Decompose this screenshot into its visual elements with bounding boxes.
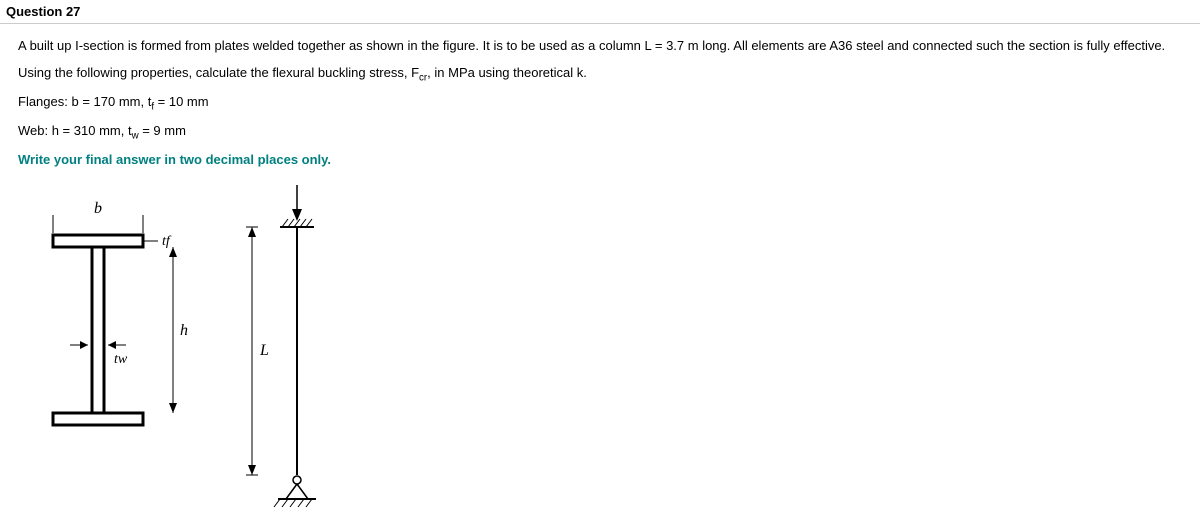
question-body: A built up I-section is formed from plat… (0, 24, 1200, 179)
label-h: h (180, 322, 188, 339)
label-tf: tf (162, 234, 172, 249)
final-instruction: Write your final answer in two decimal p… (18, 148, 1182, 173)
label-L: L (259, 342, 269, 359)
column-figure: L (222, 185, 342, 515)
label-tw: tw (114, 352, 128, 367)
ibeam-figure: b tf h tw (18, 185, 198, 465)
paragraph-1: A built up I-section is formed from plat… (18, 34, 1182, 59)
label-b: b (94, 200, 102, 217)
web-line: Web: h = 310 mm, tw = 9 mm (18, 119, 1182, 146)
question-header: Question 27 (0, 0, 1200, 24)
flanges-line: Flanges: b = 170 mm, tf = 10 mm (18, 90, 1182, 117)
figure-area: b tf h tw (0, 179, 1200, 521)
paragraph-2: Using the following properties, calculat… (18, 61, 1182, 88)
